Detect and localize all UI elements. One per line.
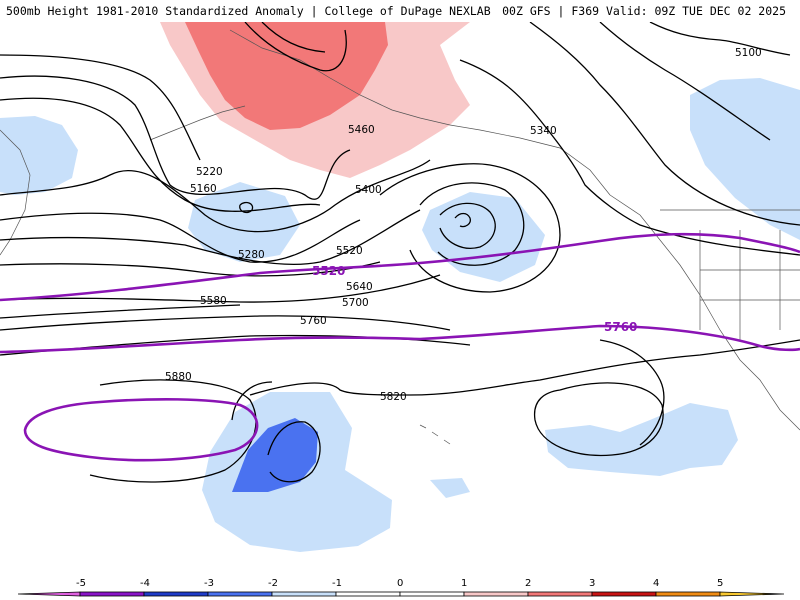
contour-label: 5280 [238,249,265,261]
legend-tick: 1 [461,578,467,589]
contour-label: 5880 [165,371,192,383]
contour-label: 5220 [196,166,223,178]
alaska-coast [229,29,611,196]
contour-label: 5160 [190,183,217,195]
contour-label: 5700 [342,297,369,309]
highlight-label-5520: 5520 [312,264,345,278]
legend-tick: 4 [653,578,659,589]
legend-tick: 2 [525,578,531,589]
legend-bin-pos5 [719,591,785,597]
contour-line [0,159,431,233]
highlight-contour-5520 [0,232,800,302]
legend-bin-neg1 [271,591,337,597]
contour-label: 5640 [346,281,373,293]
contour-label: 5340 [530,125,557,137]
contour-line [459,59,800,256]
contour-line [419,182,525,266]
contour-line [0,261,381,277]
contour-line [0,209,421,265]
map-title: 500mb Height 1981-2010 Standardized Anom… [6,4,491,18]
contour-line [0,97,321,212]
contour-label: 5760 [300,315,327,327]
contour-line [599,22,771,141]
contour-label: 5400 [355,184,382,196]
positive-anomaly-2sd [185,22,388,130]
legend-color-bar [17,591,785,597]
legend-bin-pos4 [655,591,721,597]
negative-anomaly-low1 [188,182,300,262]
us-state-lines [699,230,800,340]
anomaly-color-legend: -5 -4 -3 -2 -1 0 1 2 3 4 5 [17,578,785,597]
na-west-coast [609,194,800,431]
contour-labels: 5100 5160 5220 5280 5340 5400 5460 5520 … [165,47,762,403]
model-run-info: 00Z GFS | F369 Valid: 09Z TUE DEC 02 202… [502,4,786,18]
negative-anomaly-ne [690,78,800,240]
contour-line [649,22,791,56]
legend-bin-neg5 [17,591,81,597]
height-contours [0,22,800,483]
highlight-contour-5760 [0,324,800,354]
legend-tick: -1 [332,578,342,589]
legend-bin-pos2 [527,591,593,597]
contour-line [0,212,361,263]
contour-label: 5580 [200,295,227,307]
contour-line [0,274,441,303]
legend-bin-neg3 [143,591,209,597]
anomaly-map: 5100 5160 5220 5280 5340 5400 5460 5520 … [0,22,800,570]
contour-line [0,304,241,319]
highlight-contours [0,232,800,462]
legend-tick: 5 [717,578,723,589]
contour-line [0,75,351,200]
highlight-label-5760: 5760 [604,320,637,334]
legend-tick: -3 [204,578,214,589]
contour-line [0,54,201,161]
contour-line [454,212,471,228]
legend-bin-neg4 [79,591,145,597]
contour-line [267,421,321,483]
highlight-contour-5880 [23,398,259,462]
legend-ticks: -5 -4 -3 -2 -1 0 1 2 3 4 5 [76,578,723,589]
negative-anomaly-central-2sd [232,418,318,492]
hawaii-islands [419,424,451,445]
legend-tick: 3 [589,578,595,589]
legend-tick: -2 [268,578,278,589]
contour-line [231,381,273,421]
contour-line [533,382,664,457]
highlight-labels: 5520 5760 [312,264,637,334]
legend-tick: 0 [397,578,403,589]
contour-label: 5820 [380,391,407,403]
legend-bin-neg2 [207,591,273,597]
contour-line [599,339,665,446]
contour-label: 5520 [336,245,363,257]
negative-anomaly-nw [0,116,78,195]
negative-anomaly-east [545,403,738,476]
contour-line [529,22,800,226]
legend-tick: -5 [76,578,86,589]
contour-line [261,22,326,53]
contour-line [379,163,561,293]
contour-line [0,315,451,331]
legend-bin-pos1 [463,591,529,597]
contour-label: 5460 [348,124,375,136]
legend-bin-zero-neg [335,591,401,597]
legend-tick: -4 [140,578,150,589]
contour-line [439,202,496,249]
aleutian-chain [149,105,246,141]
map-header: 500mb Height 1981-2010 Standardized Anom… [0,0,800,22]
legend-bin-zero-pos [399,591,465,597]
negative-anomaly-small [430,478,470,498]
legend-bin-pos3 [591,591,657,597]
contour-line [239,201,254,214]
negative-anomaly-shading [0,78,800,552]
positive-anomaly-shading [160,22,470,178]
contour-label: 5100 [735,47,762,59]
contour-line [244,22,347,72]
contour-line [249,339,800,396]
coastlines [0,29,800,445]
